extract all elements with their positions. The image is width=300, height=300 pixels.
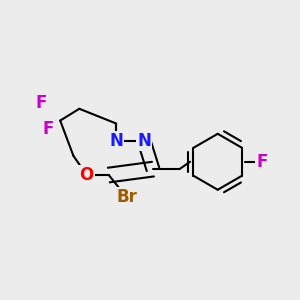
Text: F: F <box>43 120 54 138</box>
Text: F: F <box>256 153 268 171</box>
Text: F: F <box>35 94 47 112</box>
Text: N: N <box>109 132 123 150</box>
Text: Br: Br <box>116 188 137 206</box>
Text: N: N <box>137 132 151 150</box>
Text: O: O <box>80 166 94 184</box>
